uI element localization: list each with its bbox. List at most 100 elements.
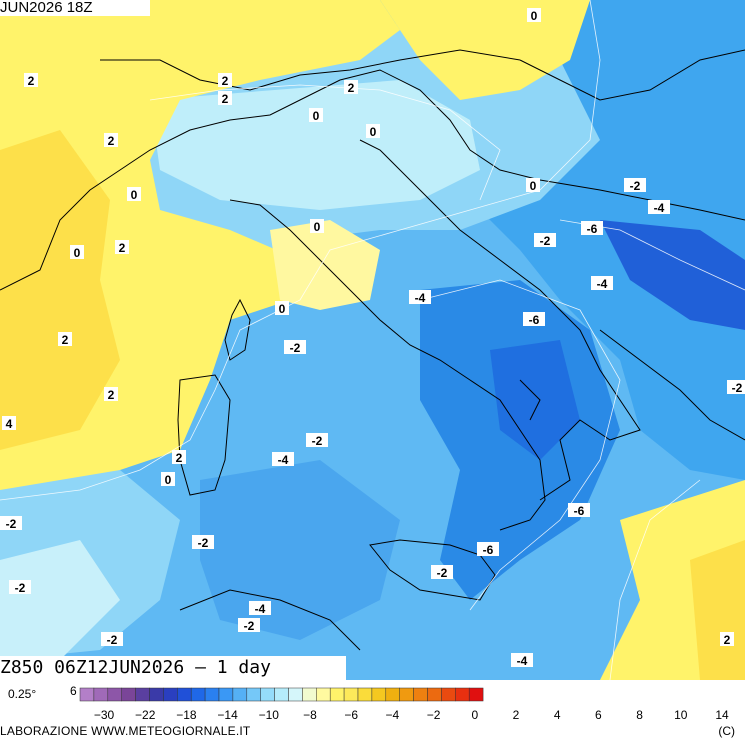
legend-tick-label: −10 (259, 708, 280, 720)
svg-text:-2: -2 (732, 381, 743, 395)
legend-tick-label: 6 (595, 708, 602, 720)
contour-label: -4 (648, 200, 670, 215)
svg-text:0: 0 (279, 302, 286, 316)
svg-text:0: 0 (530, 179, 537, 193)
contour-label: -4 (511, 653, 533, 668)
legend-tick-label: −2 (427, 708, 441, 720)
svg-text:-4: -4 (415, 291, 426, 305)
legend-swatch (329, 687, 345, 702)
map-bottom-title: Z850 06Z12JUN2026 – 1 day (0, 656, 346, 680)
svg-text:0: 0 (131, 188, 138, 202)
legend-swatch (413, 687, 428, 702)
svg-text:2: 2 (108, 134, 115, 148)
svg-text:4: 4 (6, 417, 13, 431)
contour-label: 2 (58, 332, 72, 347)
svg-text:2: 2 (724, 633, 731, 647)
temperature-map: 0 2 2 2 2 0 0 2 0 0 -2 -4 2 0 0 -6 -2 -4… (0, 0, 745, 680)
svg-text:0: 0 (74, 246, 81, 260)
contour-label: 4 (2, 416, 16, 431)
legend-swatch (107, 687, 122, 702)
legend-tick-label: 4 (554, 708, 561, 720)
contour-label: 0 (309, 108, 323, 123)
svg-text:-2: -2 (312, 434, 323, 448)
legend-swatch (288, 687, 303, 702)
contour-label: 0 (70, 245, 84, 260)
contour-label: 2 (104, 387, 118, 402)
contour-labels: 0 2 2 2 2 0 0 2 0 0 -2 -4 2 0 0 -6 -2 -4… (0, 8, 745, 668)
legend-tick-label: 0 (471, 708, 478, 720)
contour-label: 2 (115, 240, 129, 255)
legend-swatch (232, 687, 248, 702)
legend-swatch (135, 687, 150, 702)
legend-swatch (455, 687, 470, 702)
scale-start-label: 6 (70, 684, 77, 698)
contour-label: -4 (272, 452, 294, 467)
svg-text:-2: -2 (6, 517, 17, 531)
svg-text:2: 2 (222, 92, 229, 106)
svg-text:0: 0 (370, 125, 377, 139)
contour-label: -6 (477, 542, 499, 557)
svg-text:-6: -6 (483, 543, 494, 557)
contour-label: -6 (568, 503, 590, 518)
svg-text:-2: -2 (290, 341, 301, 355)
contour-label: 0 (127, 187, 141, 202)
field-mid-sea (200, 460, 400, 640)
contour-label: 2 (172, 450, 186, 465)
svg-text:2: 2 (28, 74, 35, 88)
svg-text:0: 0 (313, 109, 320, 123)
svg-text:0: 0 (165, 473, 172, 487)
legend-swatch (302, 687, 317, 702)
svg-text:-6: -6 (529, 313, 540, 327)
svg-text:-4: -4 (517, 654, 528, 668)
contour-label: -2 (624, 178, 646, 193)
field-pale-sw (0, 540, 120, 660)
credit-text: LABORAZIONE WWW.METEOGIORNALE.IT (0, 724, 251, 738)
field-pale-north (150, 80, 480, 210)
legend-tick-label: −6 (344, 708, 358, 720)
legend: 0.25° 6 −30 −22 −18 −14 −10 −8 −6 −4 −2 0 2 4 6 8 10 14… (0, 680, 745, 745)
legend-swatch (218, 687, 234, 702)
contour-label: 0 (366, 124, 380, 139)
legend-swatch (441, 687, 456, 702)
contour-label: -2 (192, 535, 214, 550)
legend-tick-label: 10 (674, 708, 688, 720)
contour-label: -4 (249, 601, 271, 616)
contour-label: -2 (306, 433, 328, 448)
legend-swatch (385, 687, 400, 702)
svg-text:-2: -2 (437, 566, 448, 580)
contour-label: 0 (310, 219, 324, 234)
contour-label: 2 (218, 91, 232, 106)
legend-swatch (260, 687, 275, 702)
contour-label: -4 (409, 290, 431, 305)
legend-swatch (399, 687, 414, 702)
scale-ticks: −30 −22 −18 −14 −10 −8 −6 −4 −2 0 2 4 6 8 10 14 (94, 708, 729, 720)
legend-swatch (468, 687, 484, 702)
color-swatches (79, 687, 484, 702)
field-yellow-ne (380, 0, 590, 100)
svg-text:0: 0 (314, 220, 321, 234)
legend-tick-label: −14 (217, 708, 238, 720)
svg-text:2: 2 (348, 81, 355, 95)
contour-label: 0 (527, 8, 541, 23)
legend-swatch (427, 687, 442, 702)
contour-label: 0 (161, 472, 175, 487)
svg-text:2: 2 (119, 241, 126, 255)
copyright-text: (C) (718, 724, 735, 738)
svg-text:-2: -2 (107, 633, 118, 647)
resolution-label: 0.25° (8, 687, 37, 701)
legend-swatch (149, 687, 164, 702)
contour-label: 2 (720, 632, 734, 647)
svg-text:-4: -4 (278, 453, 289, 467)
legend-swatch (204, 687, 220, 702)
legend-tick-label: −22 (135, 708, 156, 720)
legend-swatch (121, 687, 136, 702)
legend-tick-label: 14 (715, 708, 729, 720)
contour-label: 2 (24, 73, 38, 88)
contour-label: -2 (727, 380, 745, 395)
legend-swatch (93, 687, 109, 702)
svg-text:-4: -4 (255, 602, 266, 616)
contour-label: -6 (581, 221, 603, 236)
contour-label: -2 (534, 233, 556, 248)
svg-text:-2: -2 (540, 234, 551, 248)
coastlines (0, 49, 745, 651)
